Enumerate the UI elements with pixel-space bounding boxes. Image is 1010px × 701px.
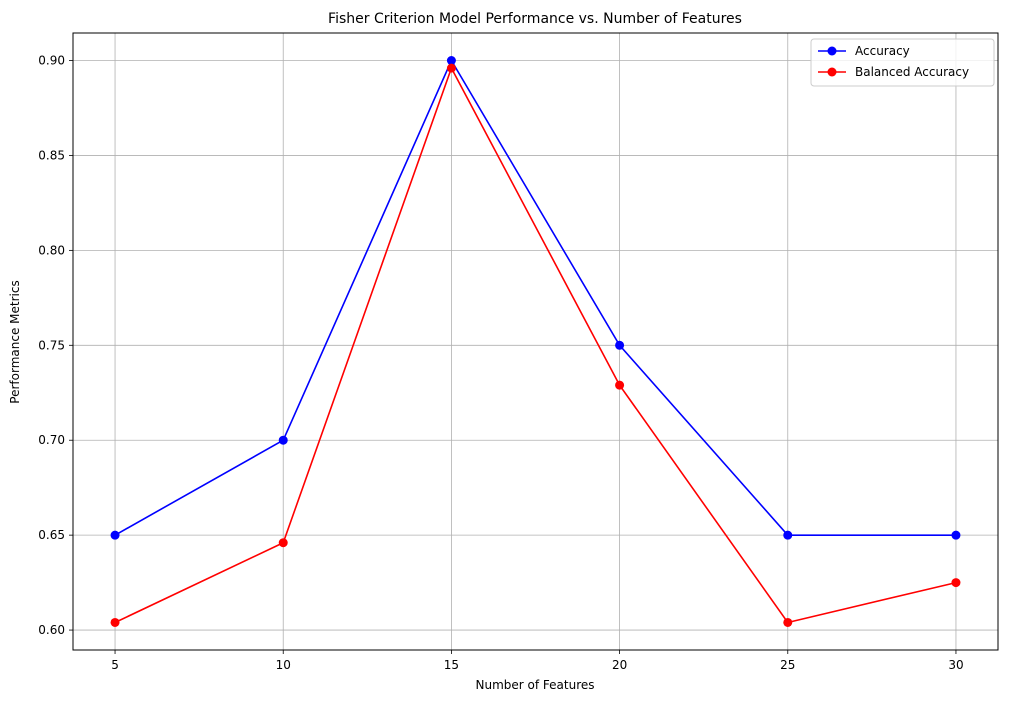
data-point (110, 530, 120, 540)
data-point (446, 63, 456, 73)
legend-marker (827, 46, 837, 56)
series-line-0 (114, 58, 956, 536)
data-point (615, 380, 625, 390)
x-tick-label: 30 (948, 658, 963, 672)
axis-ticks: 5 10 15 20 25 30 0.60 0.65 0.70 0.75 0.80 0.85 0.90 (38, 54, 963, 672)
data-point (951, 578, 961, 588)
data-point (110, 617, 120, 627)
series-line-1 (114, 66, 957, 624)
y-tick-label: 0.80 (38, 243, 65, 257)
x-tick-label: 10 (276, 658, 291, 672)
y-tick-label: 0.70 (38, 433, 65, 447)
data-point (951, 530, 961, 540)
y-tick-label: 0.75 (38, 338, 65, 352)
data-point (278, 435, 288, 445)
legend-label: Balanced Accuracy (855, 65, 969, 79)
x-tick-label: 5 (111, 658, 119, 672)
data-point (615, 340, 625, 350)
chart-title: Fisher Criterion Model Performance vs. N… (328, 11, 742, 27)
legend-box (810, 38, 995, 87)
legend: Accuracy Balanced Accuracy (810, 38, 995, 87)
y-tick-label: 0.65 (38, 528, 65, 542)
y-tick-label: 0.85 (38, 148, 65, 162)
data-point (783, 530, 793, 540)
series-group (110, 56, 961, 627)
x-tick-label: 20 (612, 658, 627, 672)
data-point (783, 617, 793, 627)
x-tick-label: 15 (444, 658, 459, 672)
plot-frame (72, 32, 999, 651)
legend-label: Accuracy (855, 44, 910, 58)
data-point (278, 538, 288, 548)
y-tick-label: 0.90 (38, 54, 65, 68)
data-point (446, 56, 456, 66)
x-tick-label: 25 (780, 658, 795, 672)
y-axis-label: Performance Metrics (8, 280, 22, 403)
legend-marker (827, 67, 837, 77)
y-tick-label: 0.60 (38, 623, 65, 637)
x-axis-label: Number of Features (476, 678, 595, 692)
